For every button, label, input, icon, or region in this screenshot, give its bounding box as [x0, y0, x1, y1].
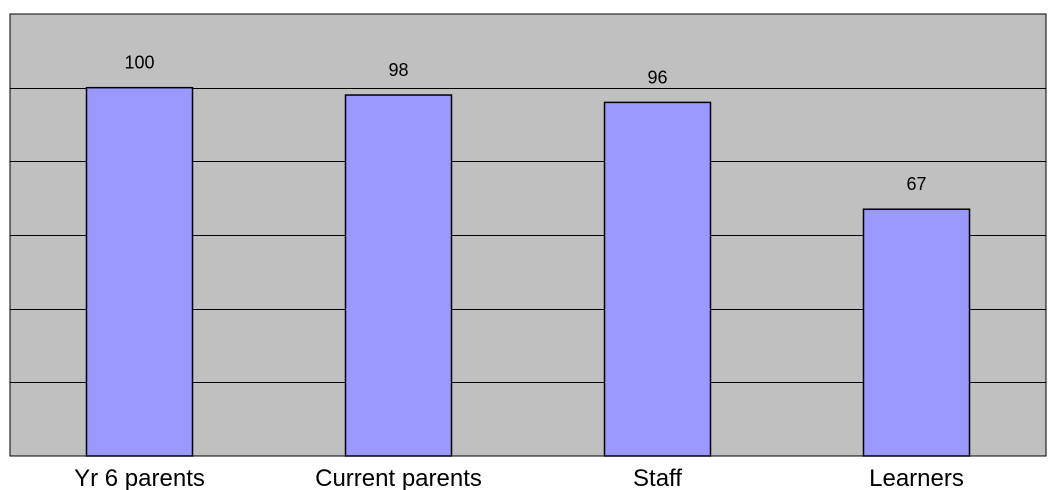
- data-label: 98: [388, 60, 408, 80]
- category-label: Staff: [633, 465, 682, 490]
- bar-staff: [603, 101, 712, 457]
- data-labels: 100 98 96 67: [124, 53, 926, 195]
- data-label: 96: [647, 67, 667, 87]
- data-label: 100: [124, 53, 154, 73]
- category-label: Learners: [869, 465, 964, 490]
- bar-learners: [862, 208, 971, 457]
- category-label: Yr 6 parents: [74, 465, 205, 490]
- category-labels: Yr 6 parents Current parents Staff Learners: [74, 465, 964, 490]
- bar-current-parents: [344, 94, 453, 457]
- data-label: 67: [906, 174, 926, 194]
- plot-frame: [9, 13, 1047, 457]
- category-label: Current parents: [315, 465, 482, 490]
- bars: [85, 86, 971, 457]
- bar-yr-6-parents: [85, 86, 194, 457]
